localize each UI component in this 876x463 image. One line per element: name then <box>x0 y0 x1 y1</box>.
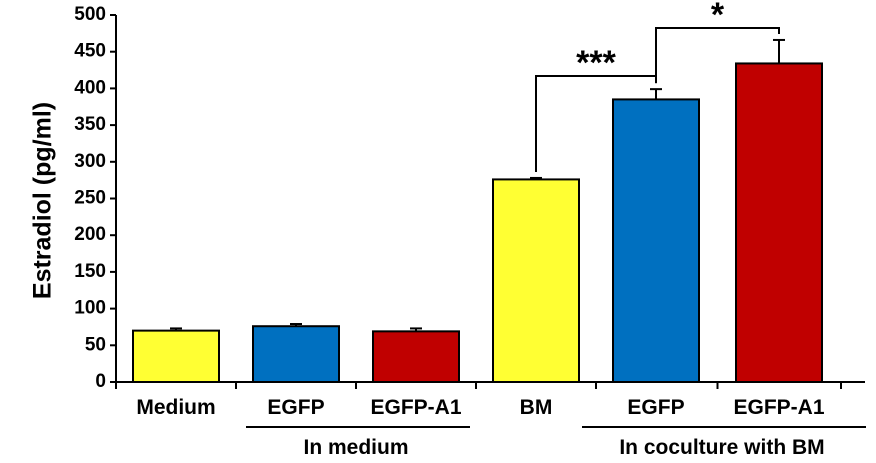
y-tick-label: 450 <box>74 41 106 62</box>
significance-label: * <box>711 0 725 34</box>
y-tick-label: 50 <box>85 334 106 355</box>
y-tick-label: 0 <box>95 371 106 392</box>
x-category-label: EGFP <box>627 396 684 419</box>
bar <box>372 330 460 384</box>
group-label: In medium <box>303 436 408 459</box>
x-category-label: EGFP-A1 <box>733 396 824 419</box>
x-category-label: BM <box>520 396 553 419</box>
bar <box>252 325 340 384</box>
y-tick-label: 350 <box>74 114 106 135</box>
significance-label: *** <box>576 44 616 82</box>
bar <box>492 178 580 383</box>
x-category-label: Medium <box>136 396 215 419</box>
y-tick-label: 500 <box>74 4 106 25</box>
x-category-label: EGFP <box>267 396 324 419</box>
y-tick-label: 100 <box>74 298 106 319</box>
y-tick-label: 300 <box>74 151 106 172</box>
y-tick-label: 150 <box>74 261 106 282</box>
bar <box>735 62 823 383</box>
y-axis-label: Estradiol (pg/ml) <box>29 102 57 299</box>
bar <box>132 329 220 383</box>
group-label: In coculture with BM <box>619 436 824 459</box>
y-tick-label: 400 <box>74 77 106 98</box>
y-tick-label: 200 <box>74 224 106 245</box>
y-tick-label: 250 <box>74 188 106 209</box>
significance-bracket <box>655 27 780 84</box>
x-category-label: EGFP-A1 <box>370 396 461 419</box>
bar <box>612 98 700 383</box>
